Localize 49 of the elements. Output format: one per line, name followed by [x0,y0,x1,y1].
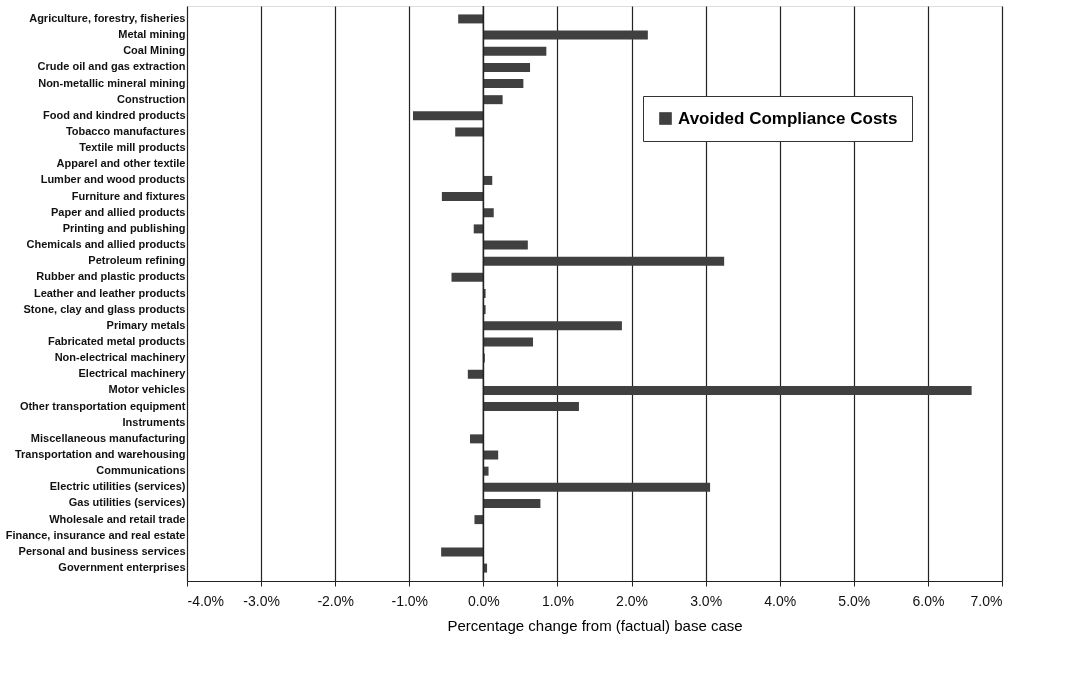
y-tick-label: Fabricated metal products [47,334,186,347]
y-tick-label: Chemicals and allied products [26,238,186,251]
x-tick-label: 5.0% [838,592,871,609]
x-tick-label: 6.0% [912,592,945,609]
y-tick-label: Coal Mining [123,44,186,57]
y-tick-label: Paper and allied products [51,205,186,218]
x-tick-label: -4.0% [187,592,225,609]
y-tick-label: Leather and leather products [33,286,186,299]
y-tick-label: Metal mining [118,28,186,41]
y-tick-label: Instruments [122,415,186,428]
y-tick-label: Tobacco manufactures [65,124,186,137]
y-tick-label: Transportation and warehousing [14,448,186,461]
x-tick-label: -1.0% [391,592,429,609]
y-tick-label: Textile mill products [79,141,186,154]
y-tick-label: Furniture and fixtures [71,189,186,202]
x-tick-label: 3.0% [690,592,723,609]
x-axis-title: Percentage change from (factual) base case [447,616,743,634]
x-tick-label: 4.0% [764,592,797,609]
y-tick-label: Government enterprises [58,561,186,574]
y-tick-label: Communications [96,464,186,477]
y-tick-label: Wholesale and retail trade [49,512,186,525]
y-tick-label: Non-metallic mineral mining [38,76,186,89]
y-tick-label: Electrical machinery [78,367,187,380]
y-tick-label: Construction [117,92,186,105]
y-tick-label: Petroleum refining [88,254,186,267]
x-tick-label: -2.0% [317,592,354,609]
y-tick-label: Agriculture, forestry, fisheries [29,11,186,24]
y-tick-label: Electric utilities (services) [49,480,186,493]
y-tick-label: Stone, clay and glass products [23,302,186,315]
y-tick-label: Personal and business services [18,544,186,557]
y-tick-label: Non-electrical machinery [54,351,187,364]
legend-label: Avoided Compliance Costs [678,108,898,128]
y-tick-label: Printing and publishing [62,221,186,234]
x-tick-label: 7.0% [970,592,1003,609]
y-tick-label: Crude oil and gas extraction [37,60,186,73]
x-tick-label: -3.0% [243,592,280,609]
y-tick-label: Finance, insurance and real estate [5,528,186,541]
y-tick-label: Motor vehicles [108,383,186,396]
y-tick-label: Primary metals [106,318,186,331]
y-tick-label: Other transportation equipment [19,399,186,412]
y-tick-label: Gas utilities (services) [68,496,186,509]
y-tick-label: Apparel and other textile [56,157,186,170]
x-tick-label: 1.0% [541,592,574,609]
y-tick-label: Miscellaneous manufacturing [30,431,186,444]
y-tick-label: Lumber and wood products [40,173,186,186]
x-tick-label: 2.0% [616,592,649,609]
y-tick-label: Food and kindred products [43,108,186,121]
x-tick-label: 0.0% [467,592,500,609]
y-tick-label: Rubber and plastic products [36,270,186,283]
